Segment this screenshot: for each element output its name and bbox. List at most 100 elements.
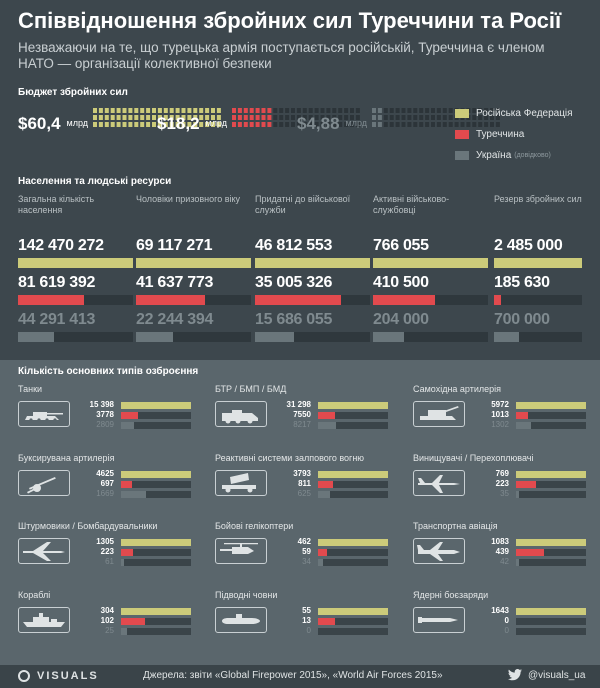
- budget-stripe: [296, 122, 301, 127]
- weapon-bar-track: [318, 422, 388, 429]
- population-value-russia: 766 055: [373, 237, 429, 254]
- budget-stripe: [471, 108, 476, 113]
- budget-stripe: [272, 108, 277, 113]
- weapon-bar-track: [121, 618, 191, 625]
- weapon-row-ukraine: 42: [469, 557, 588, 567]
- budget-stripe: [395, 122, 400, 127]
- population-column: Придатні до військової служби 46 812 553 3…: [255, 194, 370, 348]
- budget-bars-turkey: [231, 108, 360, 127]
- weapon-bar-track: [121, 402, 191, 409]
- weapon-bar-track: [318, 628, 388, 635]
- rocket-launcher-icon: [215, 470, 267, 496]
- budget-stripe: [127, 115, 132, 120]
- budget-stripe: [216, 115, 221, 120]
- weapon-name: Підводні човни: [215, 590, 278, 600]
- weapon-bar-turkey: [516, 549, 545, 556]
- budget-stripe: [325, 122, 330, 127]
- budget-stripe: [314, 122, 319, 127]
- population-value-russia: 46 812 553: [255, 237, 333, 254]
- budget-stripe: [175, 108, 180, 113]
- weapon-bar-track: [516, 628, 586, 635]
- population-bar-ukraine: [494, 332, 519, 342]
- weapon-row-ukraine: 1669: [74, 489, 193, 499]
- weapon-value-russia: 55: [302, 606, 311, 615]
- population-label: Чоловіки призовного віку: [136, 194, 241, 204]
- weapon-card: Винищувачі / Перехоплювачі 769 223 35: [413, 453, 588, 515]
- weapon-bar-track: [516, 471, 586, 478]
- budget-stripe: [122, 108, 126, 113]
- budget-stripe: [98, 108, 103, 113]
- population-value-russia: 2 485 000: [494, 237, 563, 254]
- budget-stripe: [210, 122, 215, 127]
- budget-stripe: [489, 122, 494, 127]
- population-value-ukraine: 700 000: [494, 311, 550, 328]
- weapon-row-turkey: 811: [271, 479, 390, 489]
- budget-stripe: [483, 108, 488, 113]
- budget-stripe: [412, 108, 417, 113]
- budget-stripe: [127, 122, 132, 127]
- weapon-bar-track: [318, 412, 388, 419]
- budget-stripe: [110, 115, 115, 120]
- budget-stripe: [198, 108, 203, 113]
- budget-stripe: [314, 115, 319, 120]
- budget-stripe: [104, 115, 109, 120]
- legend-item-turkey: Туреччина: [455, 124, 573, 145]
- population-label: Придатні до військової служби: [255, 194, 351, 215]
- population-label: Загальна кількість населення: [18, 194, 95, 215]
- population-value-turkey: 41 637 773: [136, 274, 214, 291]
- footer: VISUALS Джерела: звіти «Global Firepower…: [0, 665, 600, 688]
- budget-stripe: [284, 108, 289, 113]
- weapon-value-turkey: 223: [495, 479, 509, 488]
- budget-stripe: [343, 108, 348, 113]
- budget-stripe: [139, 122, 144, 127]
- weapon-row-turkey: 223: [74, 547, 193, 557]
- population-section-title: Населення та людські ресурси: [18, 176, 172, 187]
- budget-stripe: [127, 108, 132, 113]
- fighter-jet-icon: [413, 470, 465, 496]
- budget-stripe: [308, 108, 313, 113]
- budget-stripe: [489, 115, 494, 120]
- budget-stripe: [424, 115, 429, 120]
- budget-stripe: [261, 122, 265, 127]
- weapon-name: БТР / БМП / БМД: [215, 384, 287, 394]
- weapon-value-russia: 3793: [293, 469, 311, 478]
- budget-stripe: [371, 115, 376, 120]
- budget-stripe: [204, 108, 209, 113]
- budget-stripe: [249, 108, 254, 113]
- weapon-bar-turkey: [121, 618, 145, 625]
- budget-stripe: [186, 122, 191, 127]
- weapon-value-ukraine: 25: [105, 626, 114, 635]
- budget-stripe: [216, 108, 221, 113]
- population-value-russia: 142 470 272: [18, 237, 104, 254]
- weapon-row-turkey: 439: [469, 547, 588, 557]
- budget-stripe: [343, 115, 348, 120]
- budget-stripe: [355, 122, 360, 127]
- budget-stripe: [151, 108, 156, 113]
- weapon-bar-russia: [516, 471, 586, 478]
- weapon-value-turkey: 223: [100, 547, 114, 556]
- weapon-bar-track: [516, 559, 586, 566]
- weapon-row-ukraine: 1302: [469, 420, 588, 430]
- twitter-handle[interactable]: @visuals_ua: [528, 670, 586, 681]
- budget-stripe: [192, 115, 197, 120]
- legend-note: (довідково): [514, 152, 551, 159]
- budget-stripe: [278, 115, 283, 120]
- brand-name: VISUALS: [37, 670, 99, 682]
- weapon-bar-track: [516, 608, 586, 615]
- weapon-row-ukraine: 2809: [74, 420, 193, 430]
- budget-stripe: [320, 115, 324, 120]
- weapon-row-russia: 1305: [74, 537, 193, 547]
- weapon-value-turkey: 7550: [293, 410, 311, 419]
- budget-stripe: [266, 115, 271, 120]
- legend-swatch: [455, 109, 469, 118]
- weapon-value-ukraine: 625: [297, 489, 311, 498]
- weapon-bar-track: [516, 539, 586, 546]
- budget-stripe: [371, 108, 376, 113]
- weapon-card: Транспортна авіація 1083 439 42: [413, 521, 588, 583]
- weapon-value-russia: 15 398: [89, 400, 114, 409]
- weapon-bar-track: [318, 471, 388, 478]
- budget-stripe: [255, 122, 260, 127]
- budget-stripe: [389, 122, 394, 127]
- budget-stripe: [290, 108, 295, 113]
- weapon-card: Самохідна артилерія 5972 1013 1302: [413, 384, 588, 446]
